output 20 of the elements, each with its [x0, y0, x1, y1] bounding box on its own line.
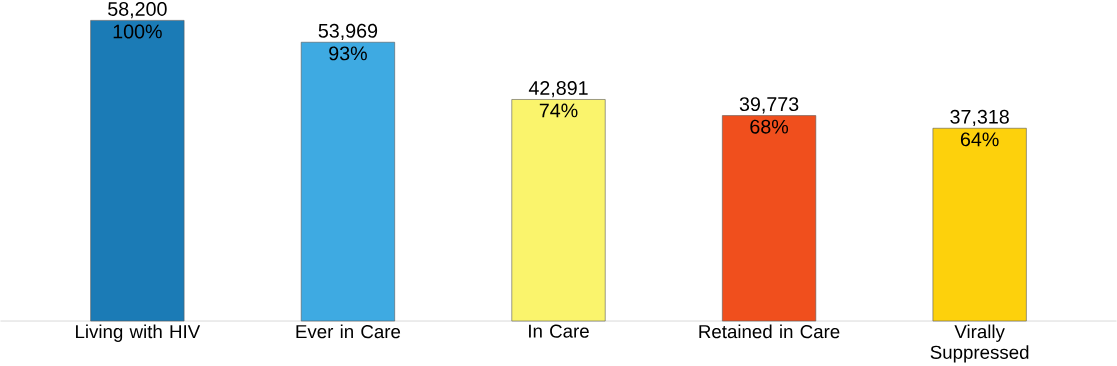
- bar: [90, 20, 185, 322]
- data-label: 42,891: [528, 81, 588, 98]
- data-label: 37,318: [950, 109, 1009, 127]
- data-label: 58,200: [108, 2, 167, 19]
- x-tick-label: Ever in Care: [296, 324, 401, 339]
- x-tick-label: Virally Suppressed: [930, 324, 1029, 363]
- annotation: 74%: [539, 103, 578, 118]
- annotation: 64%: [960, 132, 999, 147]
- bar: [722, 115, 817, 322]
- annotation: 68%: [750, 119, 789, 134]
- x-tick-label: Retained in Care: [699, 324, 840, 339]
- data-label: 39,773: [739, 97, 799, 114]
- x-tick-label: Living with HIV: [76, 324, 201, 342]
- bar: [300, 42, 395, 322]
- annotation: 93%: [329, 46, 367, 61]
- data-label: 53,969: [318, 23, 378, 41]
- annotation: 100%: [113, 24, 162, 39]
- bar: [511, 99, 606, 322]
- x-tick-label: In Care: [529, 324, 589, 338]
- bar: [932, 128, 1027, 322]
